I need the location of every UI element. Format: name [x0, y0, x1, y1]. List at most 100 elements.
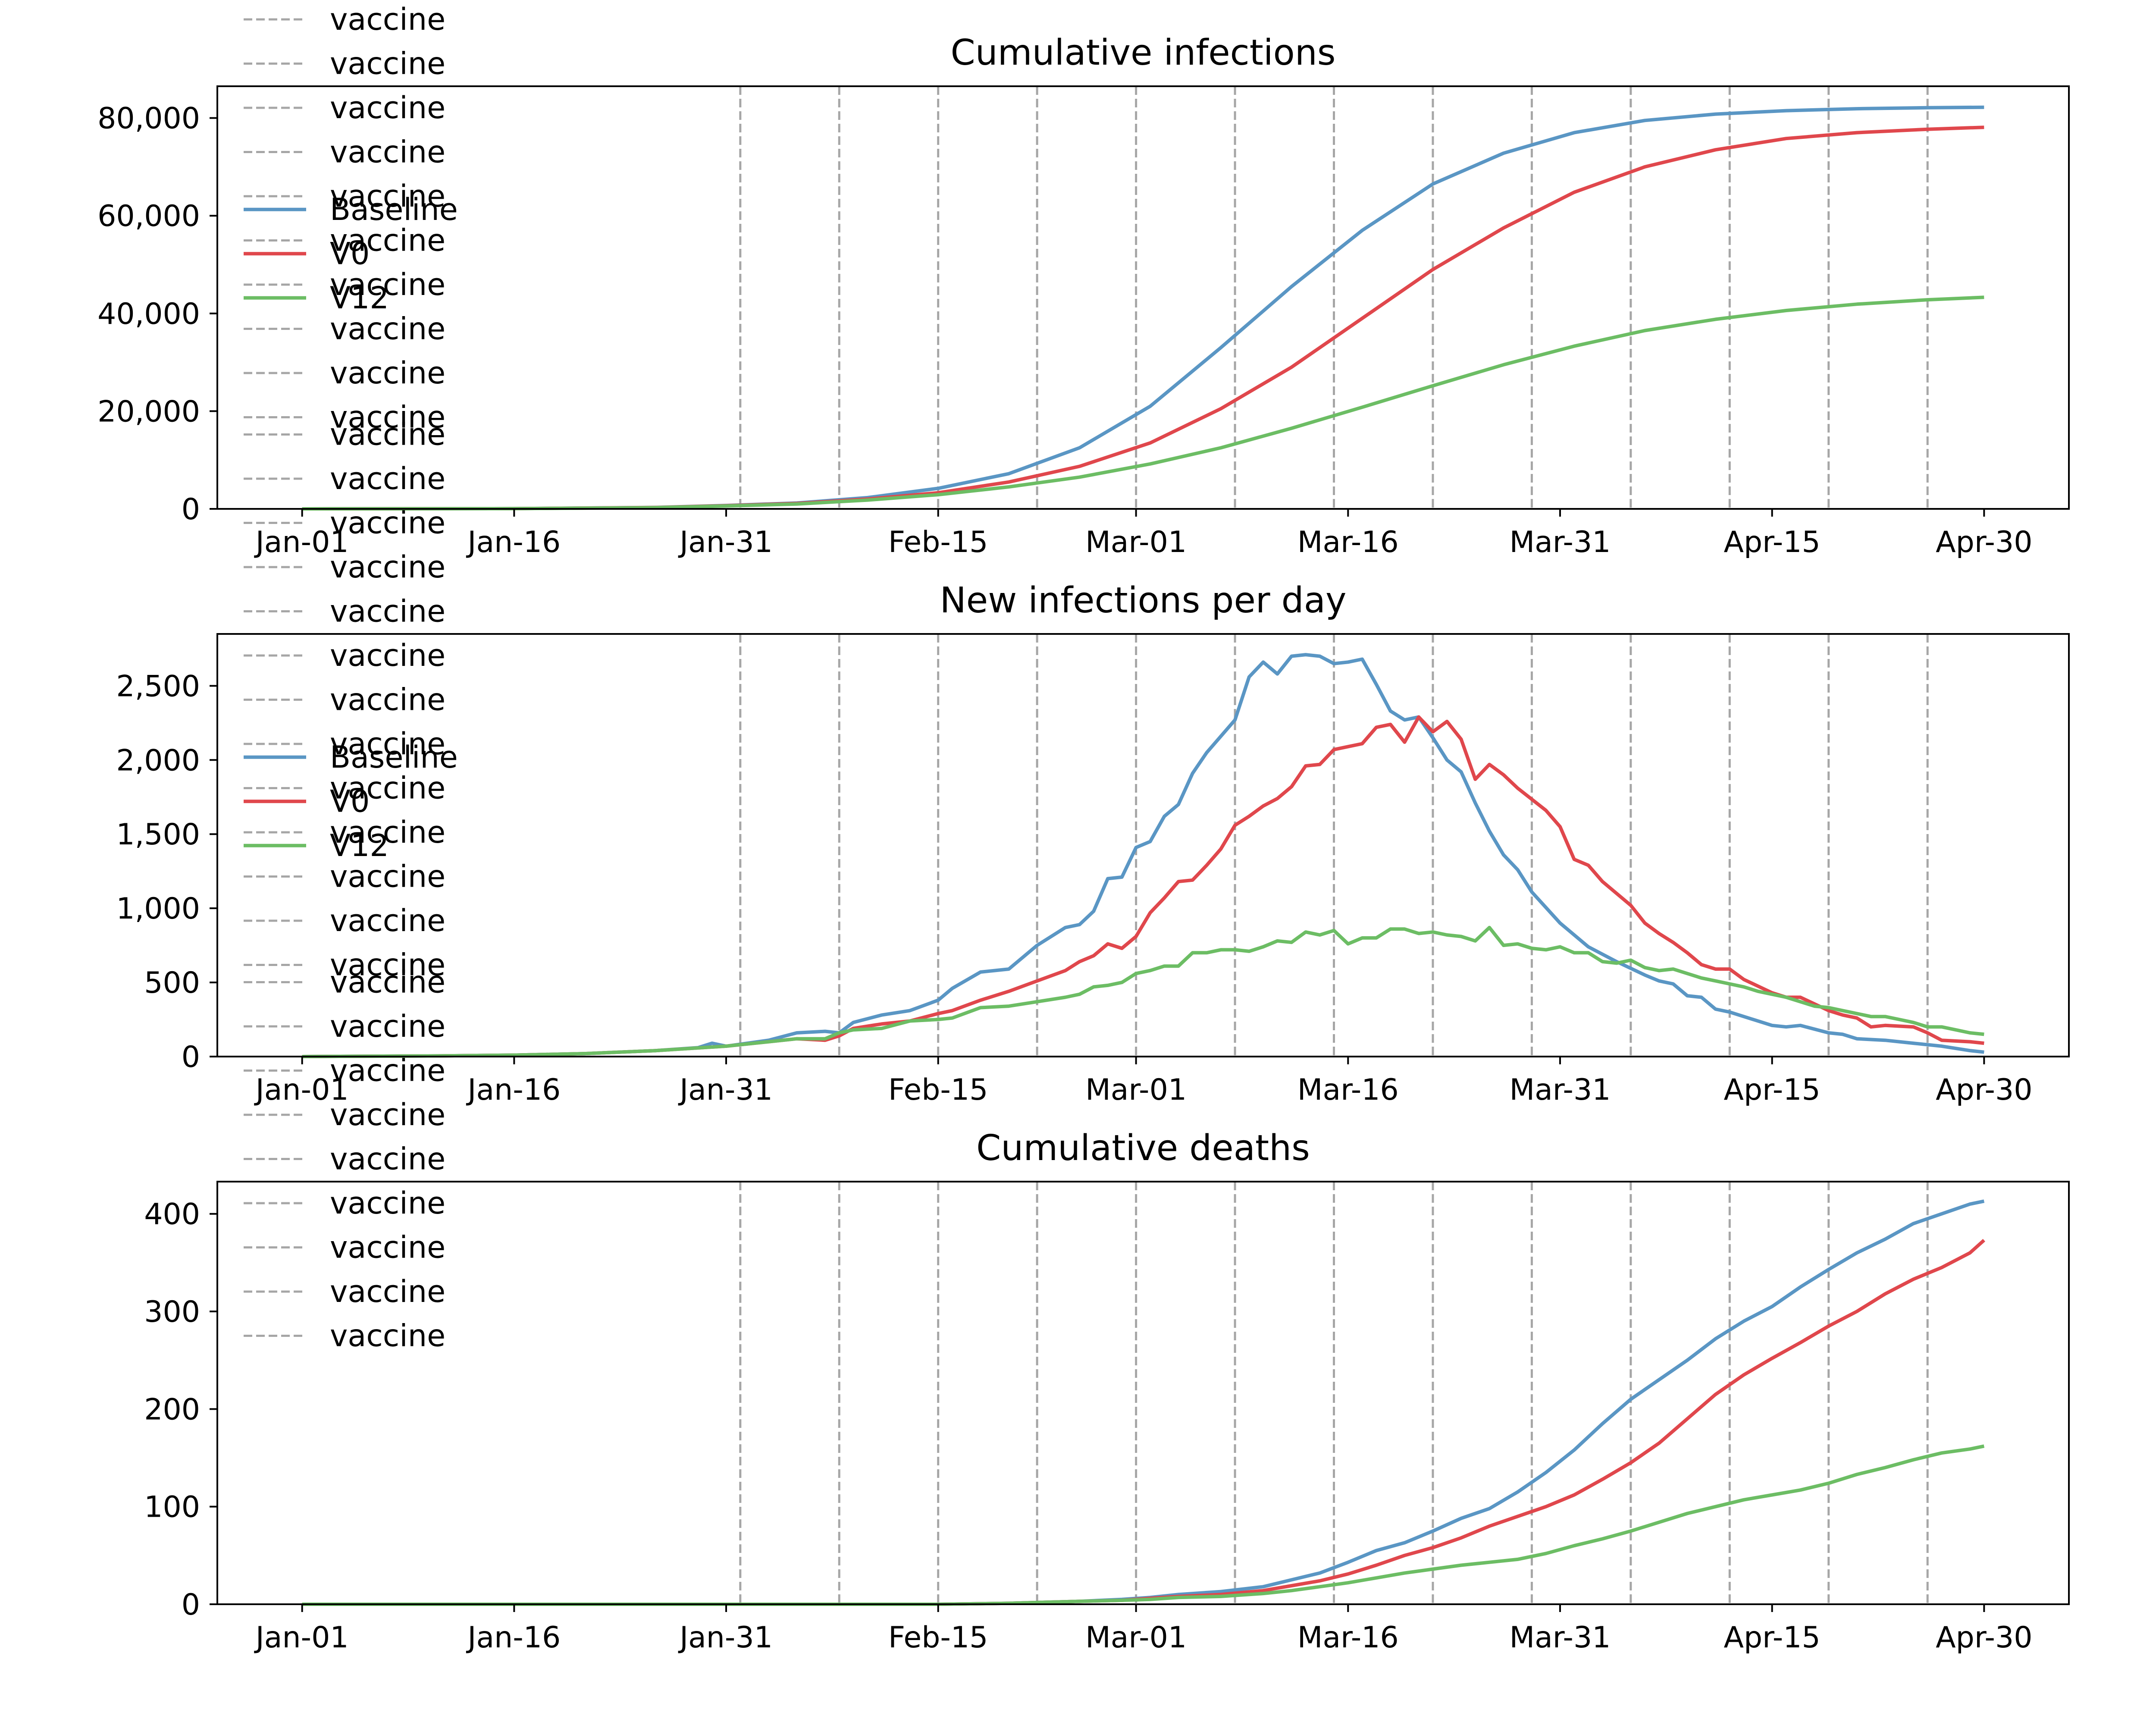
series-line-v12 [302, 925, 1984, 1058]
x-tick-label: Apr-30 [1936, 525, 2032, 559]
x-tick-label: Mar-16 [1297, 1621, 1399, 1655]
legend-label-v0: V0 [330, 784, 370, 819]
y-tick-label: 100 [144, 1490, 200, 1524]
legend-vaccine-label: vaccine [330, 417, 445, 452]
legend-label-v0: V0 [330, 236, 370, 271]
series-line-v0 [302, 1239, 1985, 1606]
legend-vaccine-label: vaccine [330, 461, 445, 496]
legend-vaccine-label: vaccine [330, 726, 445, 762]
series-line-v12 [302, 1444, 1985, 1606]
x-tick-label: Apr-30 [1936, 1073, 2032, 1107]
legend-vaccine-label: vaccine [330, 1274, 445, 1309]
x-tick-label: Mar-31 [1509, 1621, 1611, 1655]
x-tick-label: Jan-31 [678, 1073, 773, 1107]
legend-vaccine-label: vaccine [330, 947, 445, 983]
x-tick-label: Apr-15 [1724, 1621, 1820, 1655]
x-tick-label: Apr-30 [1936, 1621, 2032, 1655]
y-tick-label: 2,000 [116, 743, 200, 778]
axes-frame [216, 1181, 2070, 1605]
x-tick-label: Jan-16 [466, 1621, 561, 1655]
y-tick-label: 1,500 [116, 818, 200, 852]
legend-vaccine-label: vaccine [330, 46, 445, 82]
y-tick-label: 80,000 [97, 102, 200, 136]
panel-cumulative-infections: Cumulative infections Jan-01 Jan-16 Jan-31 F… [97, 2, 2070, 559]
legend-vaccine-label: vaccine [330, 179, 445, 214]
x-tick-label: Mar-31 [1509, 1073, 1611, 1107]
legend-vaccine-label: vaccine [330, 90, 445, 125]
y-tick-label: 40,000 [97, 297, 200, 331]
chart-title: New infections per day [940, 580, 1346, 621]
y-tick-label: 0 [182, 492, 200, 527]
x-tick-label: Jan-01 [254, 525, 349, 559]
y-tick-label: 20,000 [97, 395, 200, 429]
legend-vaccine-label: vaccine [330, 1009, 445, 1044]
x-tick-label: Mar-01 [1085, 1621, 1187, 1655]
x-tick-label: Jan-16 [466, 525, 561, 559]
y-tick-label: 500 [144, 966, 200, 1000]
x-tick-label: Apr-15 [1724, 1073, 1820, 1107]
legend-label-baseline: Baseline [330, 740, 458, 775]
x-tick-label: Mar-31 [1509, 525, 1611, 559]
y-tick-label: 0 [182, 1588, 200, 1622]
axes-frame [216, 633, 2070, 1057]
legend: vaccine vaccine vaccine vaccine vaccine vacci… [244, 965, 445, 1354]
x-tick-label: Mar-16 [1297, 525, 1399, 559]
x-tick-label: Mar-01 [1085, 525, 1187, 559]
x-tick-label: Jan-31 [678, 1621, 773, 1655]
legend-vaccine-label: vaccine [330, 1142, 445, 1177]
chart-title: Cumulative deaths [976, 1128, 1310, 1169]
legend-vaccine-label: vaccine [330, 549, 445, 585]
legend-vaccine-label: vaccine [330, 311, 445, 347]
y-tick-label: 300 [144, 1295, 200, 1329]
legend-vaccine-label: vaccine [330, 1230, 445, 1265]
legend-vaccine-label: vaccine [330, 505, 445, 541]
series-line-v12 [302, 295, 1984, 511]
y-tick-label: 200 [144, 1393, 200, 1427]
x-tick-label: Feb-15 [888, 1621, 988, 1655]
legend-vaccine-label: vaccine [330, 135, 445, 170]
legend-vaccine-label: vaccine [330, 400, 445, 435]
legend: vaccine vaccine vaccine vaccine vaccine vacci… [244, 2, 458, 435]
y-tick-label: 0 [182, 1040, 200, 1074]
x-tick-label: Jan-16 [466, 1073, 561, 1107]
axes-frame [216, 85, 2070, 510]
x-tick-label: Jan-31 [678, 525, 773, 559]
panel-new-infections-per-day: New infections per day Jan-01 Jan-16 Jan-31… [116, 417, 2070, 1107]
x-tick-label: Jan-01 [254, 1621, 349, 1655]
legend-vaccine-label: vaccine [330, 815, 445, 850]
legend-vaccine-label: vaccine [330, 1186, 445, 1221]
legend-vaccine-label: vaccine [330, 1318, 445, 1354]
legend-label-baseline: Baseline [330, 192, 458, 227]
legend-vaccine-label: vaccine [330, 638, 445, 673]
x-tick-label: Mar-01 [1085, 1073, 1187, 1107]
legend-vaccine-label: vaccine [330, 2, 445, 37]
y-tick-label: 1,000 [116, 892, 200, 926]
chart-title: Cumulative infections [950, 32, 1335, 73]
legend-label-v12: V12 [330, 828, 389, 863]
legend-label-v12: V12 [330, 280, 389, 316]
legend-vaccine-label: vaccine [330, 1053, 445, 1088]
y-tick-label: 2,500 [116, 669, 200, 703]
series-line-baseline [302, 653, 1984, 1058]
x-tick-label: Mar-16 [1297, 1073, 1399, 1107]
legend-vaccine-label: vaccine [330, 859, 445, 894]
x-tick-label: Feb-15 [888, 1073, 988, 1107]
x-tick-label: Feb-15 [888, 525, 988, 559]
legend-vaccine-label: vaccine [330, 682, 445, 718]
x-tick-label: Jan-01 [254, 1073, 349, 1107]
legend: vaccine vaccine vaccine vaccine vaccine vacci… [244, 417, 458, 983]
legend-vaccine-label: vaccine [330, 355, 445, 391]
series-line-baseline [302, 105, 1984, 511]
y-tick-label: 400 [144, 1198, 200, 1232]
legend-vaccine-label: vaccine [330, 594, 445, 629]
series-line-baseline [302, 1199, 1985, 1606]
legend-vaccine-label: vaccine [330, 223, 445, 258]
legend-vaccine-label: vaccine [330, 903, 445, 938]
x-tick-label: Apr-15 [1724, 525, 1820, 559]
legend-vaccine-label: vaccine [330, 1097, 445, 1132]
legend-vaccine-label: vaccine [330, 771, 445, 806]
legend-vaccine-label: vaccine [330, 267, 445, 302]
y-tick-label: 60,000 [97, 199, 200, 233]
series-line-v0 [302, 715, 1984, 1058]
